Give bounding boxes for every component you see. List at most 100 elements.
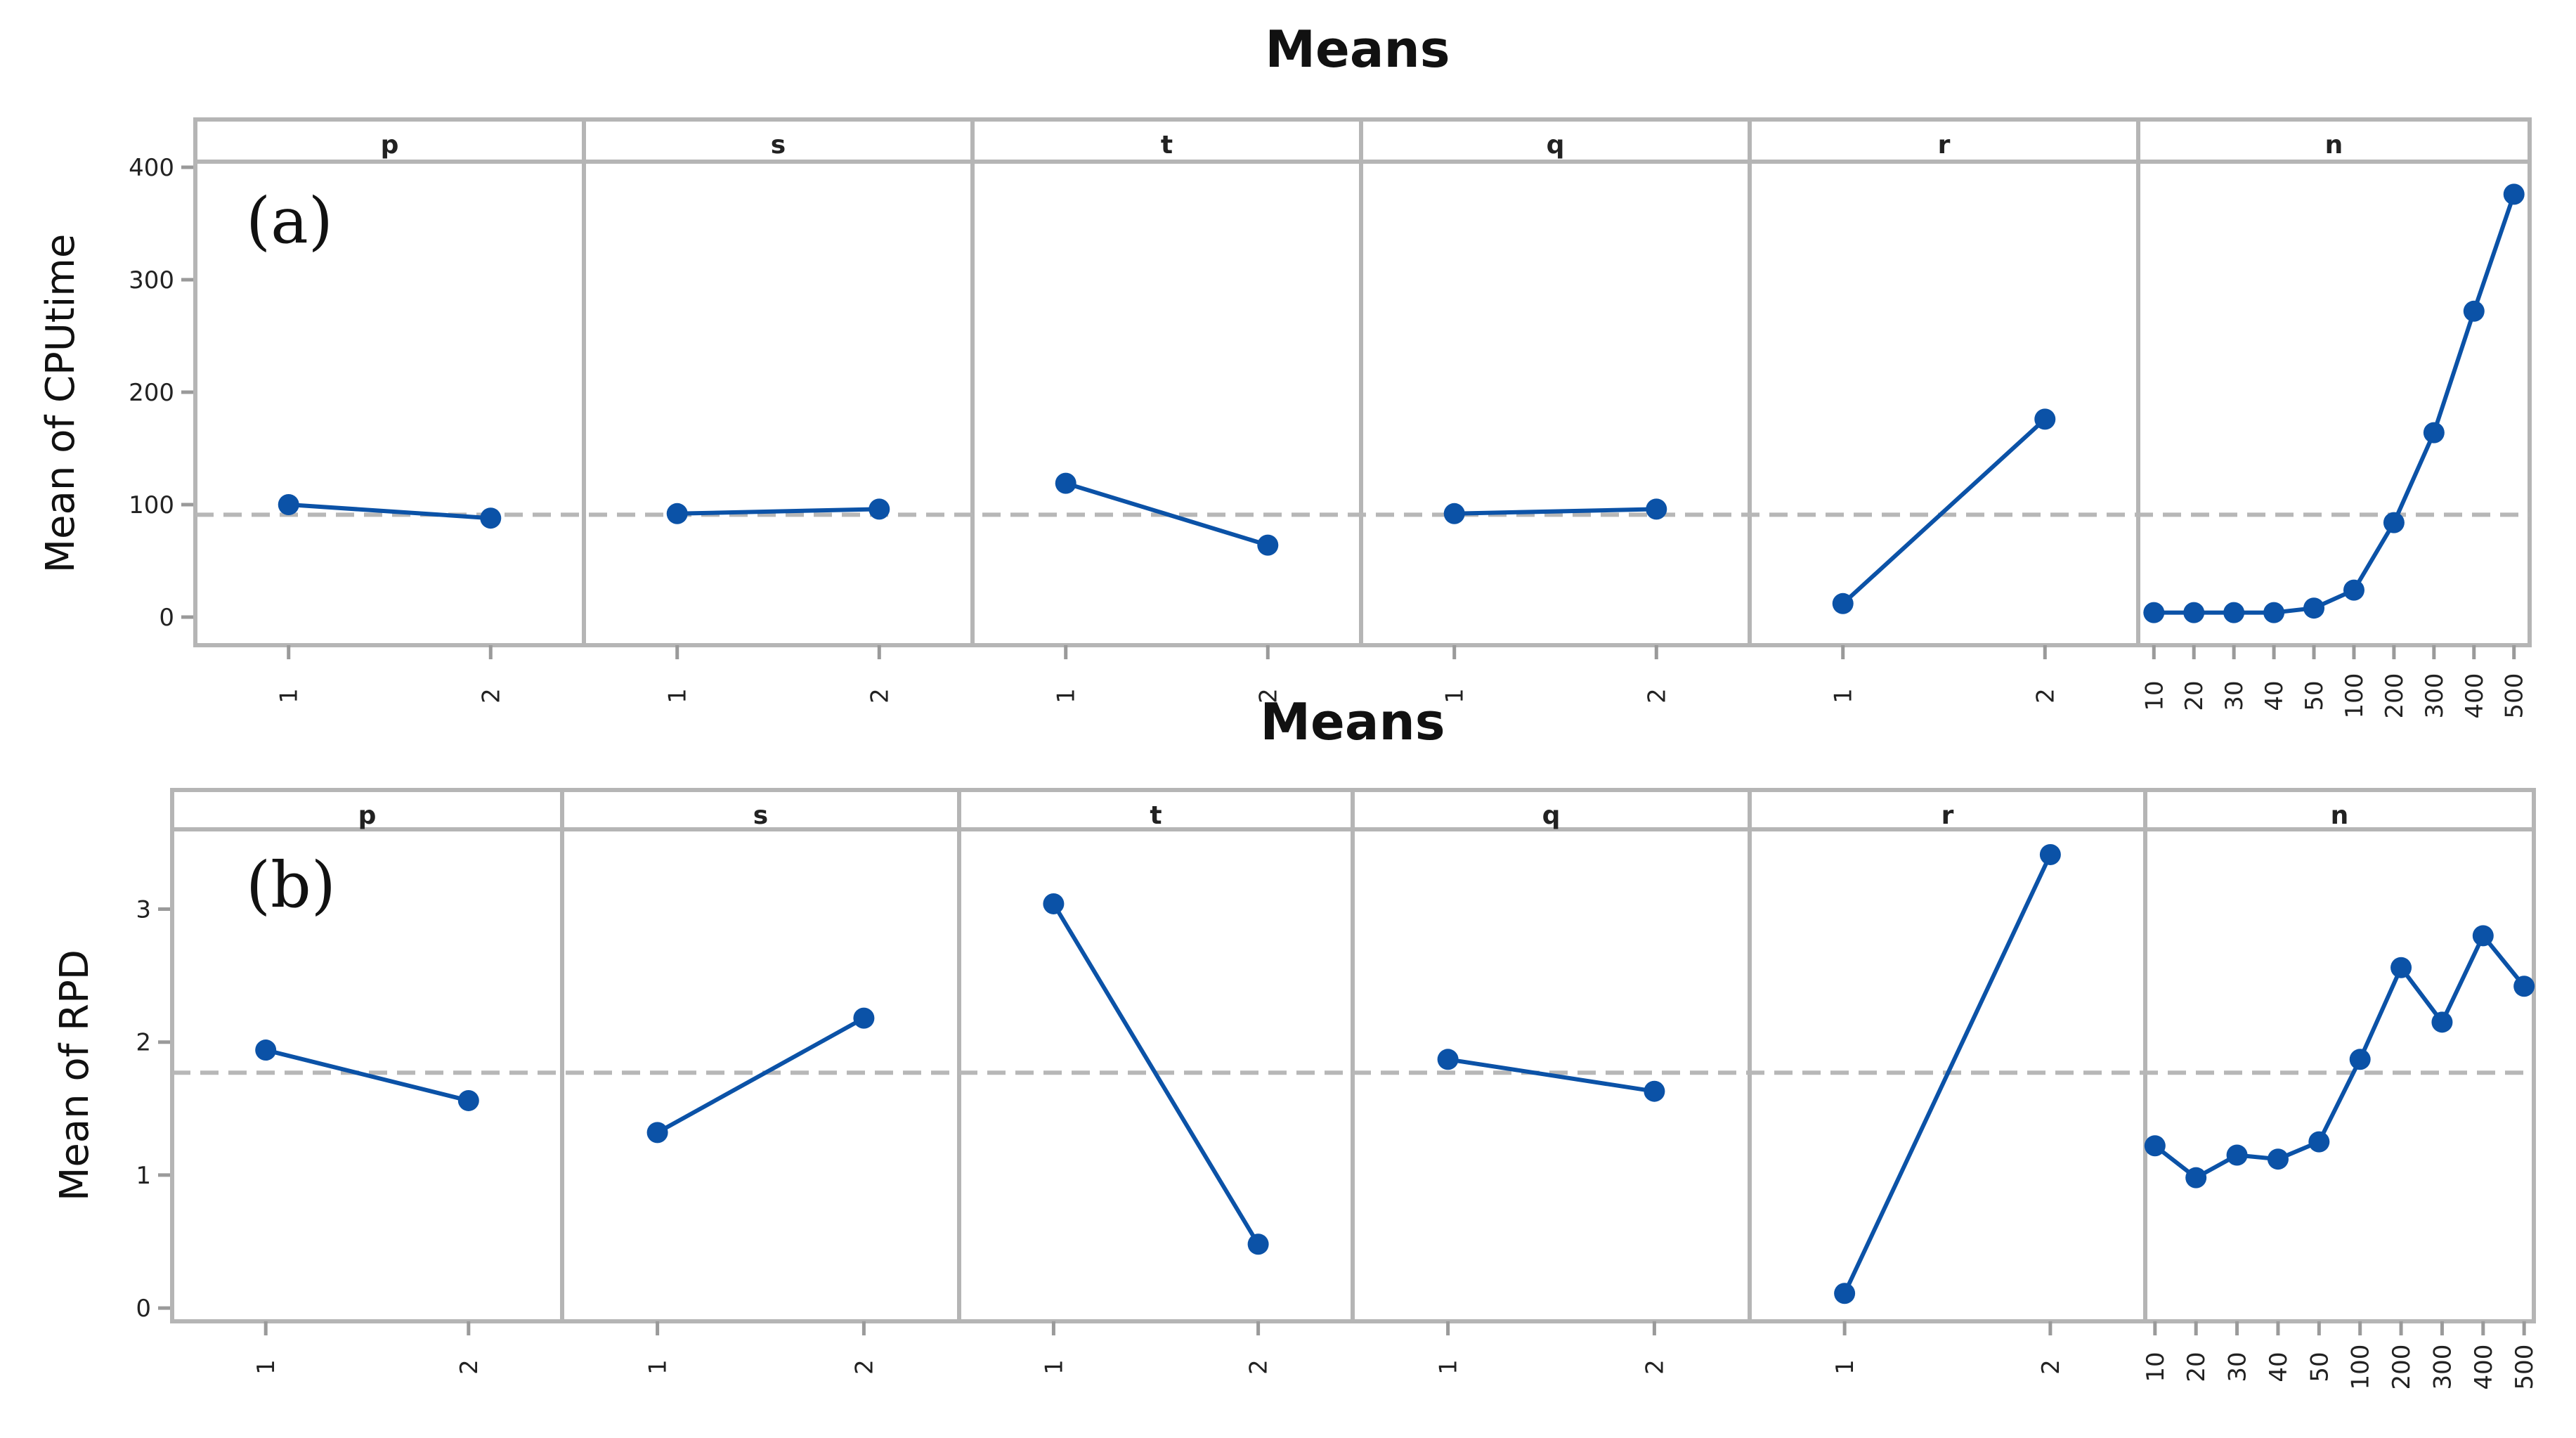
x-tick-label: 20 (2183, 1352, 2211, 1382)
x-tick-label: 2 (1641, 1359, 1669, 1375)
data-point (853, 1007, 875, 1029)
x-tick-label: 30 (2224, 1352, 2252, 1382)
x-tick-label: 1 (1831, 1359, 1859, 1375)
x-tick-label: 100 (2341, 673, 2369, 719)
data-point (255, 1039, 277, 1061)
series-line (656, 1016, 865, 1134)
x-tick-label: 2 (866, 688, 894, 704)
x-tick-label: 10 (2142, 1352, 2170, 1382)
series-line (1454, 507, 1657, 516)
y-tick-label: 2 (136, 1029, 151, 1057)
series-line (677, 507, 880, 516)
x-tick-label: 2 (477, 688, 505, 704)
chart-title: Means (1260, 692, 1445, 751)
x-tick-label: 200 (2381, 673, 2409, 719)
y-tick-label: 0 (136, 1295, 151, 1323)
x-tick-label: 1 (644, 1359, 672, 1375)
x-tick-label: 2 (1245, 1359, 1273, 1375)
data-point (2267, 1148, 2289, 1170)
x-tick-label: 1 (664, 688, 692, 704)
data-point (1644, 1080, 1665, 1102)
data-point (2503, 183, 2525, 205)
series-line (288, 503, 491, 521)
data-point (1832, 592, 1854, 614)
data-point (2308, 1131, 2330, 1153)
y-tick-label: 300 (129, 266, 174, 294)
series-line (2153, 933, 2526, 1180)
data-point (2383, 512, 2405, 533)
facet-r: r 1 2 (1831, 801, 2065, 1375)
facet-t: t 1 2 (1040, 801, 1273, 1375)
x-tick-label: 400 (2461, 673, 2489, 719)
x-tick-label: 30 (2220, 680, 2249, 711)
facet-header-label: t (1161, 131, 1173, 160)
x-tick-label: 2 (455, 1359, 483, 1375)
series-line (1448, 1057, 1655, 1094)
x-tick-label: 50 (2305, 1352, 2334, 1382)
x-tick-label: 10 (2140, 680, 2168, 711)
series-line (1841, 417, 2047, 606)
y-tick-label: 0 (159, 604, 174, 632)
y-tick-label: 200 (129, 379, 174, 407)
y-axis-label: Mean of CPUtime (38, 234, 84, 574)
x-tick-label: 2 (2031, 688, 2060, 704)
facet-p: p 1 2 (252, 801, 483, 1375)
x-tick-label: 1 (1435, 1359, 1463, 1375)
facet-header-label: s (753, 801, 768, 830)
x-tick-label: 500 (2501, 673, 2529, 719)
y-tick-label: 1 (136, 1162, 151, 1190)
y-tick-label: 400 (129, 154, 174, 182)
data-point (2226, 1144, 2248, 1166)
facet-r: r 1 2 (1830, 131, 2060, 704)
x-tick-label: 1 (1040, 1359, 1068, 1375)
data-point (2183, 602, 2205, 623)
facet-header-label: n (2331, 801, 2349, 830)
data-point (2431, 1011, 2453, 1033)
facet-header-label: q (1547, 131, 1565, 160)
x-tick-label: 40 (2265, 1352, 2293, 1382)
data-point (1055, 472, 1076, 494)
data-point (2349, 1049, 2371, 1070)
x-tick-label: 1 (1441, 688, 1469, 704)
data-point (2223, 602, 2245, 623)
x-tick-label: 300 (2428, 1345, 2457, 1390)
data-point (2303, 597, 2325, 619)
facet-header-label: p (358, 801, 377, 830)
facet-n: n 10 20 30 40 50 100 200 300 400 500 (2142, 801, 2539, 1390)
x-tick-label: 40 (2260, 680, 2289, 711)
data-point (1043, 893, 1065, 914)
data-point (2144, 1135, 2166, 1157)
data-point (2463, 300, 2485, 322)
data-point (2143, 602, 2165, 623)
facet-header-label: s (771, 131, 786, 160)
data-point (2034, 408, 2056, 430)
series-line (1051, 902, 1261, 1245)
data-point (2263, 602, 2285, 623)
x-tick-label: 1 (1053, 688, 1081, 704)
data-point (457, 1089, 479, 1111)
facet-q: q 1 2 (1435, 801, 1670, 1375)
x-tick-label: 2 (850, 1359, 878, 1375)
data-point (278, 494, 299, 515)
data-point (2390, 957, 2412, 978)
facet-n: n 10 20 30 40 50 100 200 300 400 500 (2140, 131, 2528, 718)
data-point (2185, 1167, 2207, 1188)
x-tick-label: 2 (2037, 1359, 2065, 1375)
x-tick-label: 300 (2421, 673, 2449, 719)
facet-header-label: r (1938, 131, 1951, 160)
data-point (2343, 579, 2364, 601)
x-tick-label: 50 (2301, 680, 2329, 711)
facet-q: q 1 2 (1441, 131, 1672, 704)
data-point (646, 1122, 668, 1144)
facet-header-label: r (1941, 801, 1954, 830)
x-tick-label: 1 (275, 688, 304, 704)
x-tick-label: 20 (2180, 680, 2209, 711)
y-axis-label: Mean of RPD (52, 950, 98, 1201)
facet-header-label: p (381, 131, 399, 160)
facet-t: t 1 2 (1053, 131, 1283, 704)
data-point (1834, 1283, 1856, 1304)
panel-label: (b) (246, 848, 336, 922)
facet-p: p 1 2 (275, 131, 506, 704)
